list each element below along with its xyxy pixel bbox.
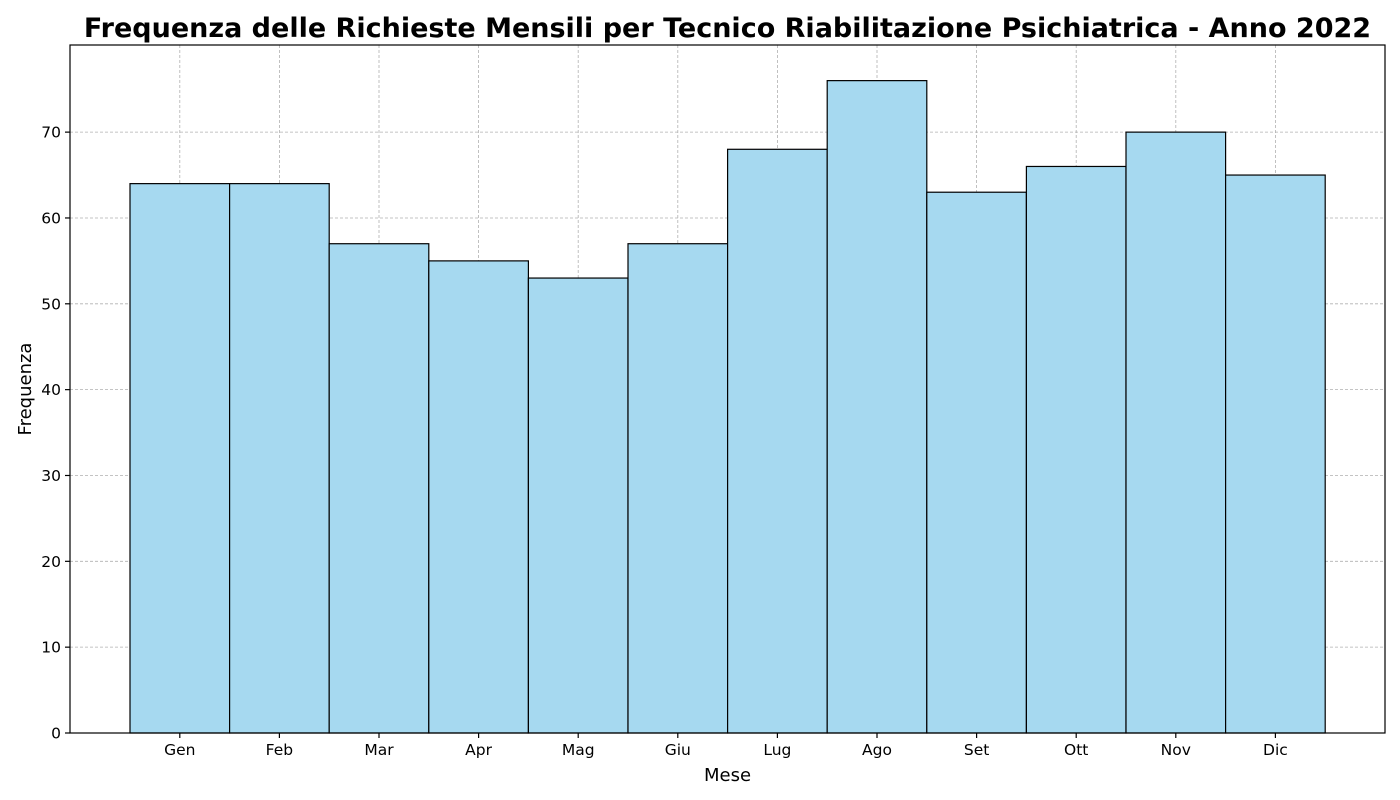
- y-axis-label: Frequenza: [15, 343, 36, 436]
- x-tick-label: Dic: [1263, 741, 1288, 759]
- y-tick-label: 30: [41, 467, 61, 485]
- bar-mag: [527, 277, 629, 734]
- x-axis: Gen Feb Mar Apr Mag Giu Lug Ago Set Ott Nov Dic: [164, 733, 1288, 759]
- bar-giu: [627, 243, 729, 734]
- bars: [129, 80, 1326, 734]
- x-tick-label: Mag: [562, 741, 595, 759]
- x-tick-label: Apr: [465, 741, 492, 759]
- chart-title: Frequenza delle Richieste Mensili per Te…: [84, 13, 1371, 44]
- bar-dic: [1224, 174, 1326, 734]
- x-tick-label: Giu: [665, 741, 691, 759]
- bar-ott: [1025, 165, 1127, 734]
- x-tick-label: Set: [964, 741, 989, 759]
- x-tick-label: Ago: [862, 741, 892, 759]
- bar-feb: [229, 183, 330, 734]
- x-axis-label: Mese: [704, 765, 751, 786]
- bar-gen: [129, 183, 231, 734]
- bar-ago: [826, 80, 928, 734]
- y-tick-label: 60: [41, 209, 61, 227]
- x-tick-label: Lug: [763, 741, 791, 759]
- bar-set: [926, 191, 1027, 734]
- y-tick-label: 0: [51, 725, 61, 743]
- bar-apr: [428, 260, 529, 734]
- y-axis: 0 10 20 30 40 50 60 70: [41, 124, 70, 743]
- x-tick-label: Mar: [364, 741, 394, 759]
- y-tick-label: 50: [41, 295, 61, 313]
- bar-lug: [726, 148, 828, 734]
- bar-nov: [1125, 131, 1227, 734]
- x-tick-label: Nov: [1161, 741, 1191, 759]
- plot-frame: [69, 44, 1386, 734]
- y-tick-label: 10: [41, 639, 61, 657]
- y-tick-label: 40: [41, 381, 61, 399]
- x-tick-label: Ott: [1064, 741, 1088, 759]
- x-tick-label: Feb: [266, 741, 293, 759]
- x-tick-label: Gen: [164, 741, 195, 759]
- bar-mar: [328, 243, 430, 734]
- y-tick-label: 20: [41, 553, 61, 571]
- y-tick-label: 70: [41, 124, 61, 142]
